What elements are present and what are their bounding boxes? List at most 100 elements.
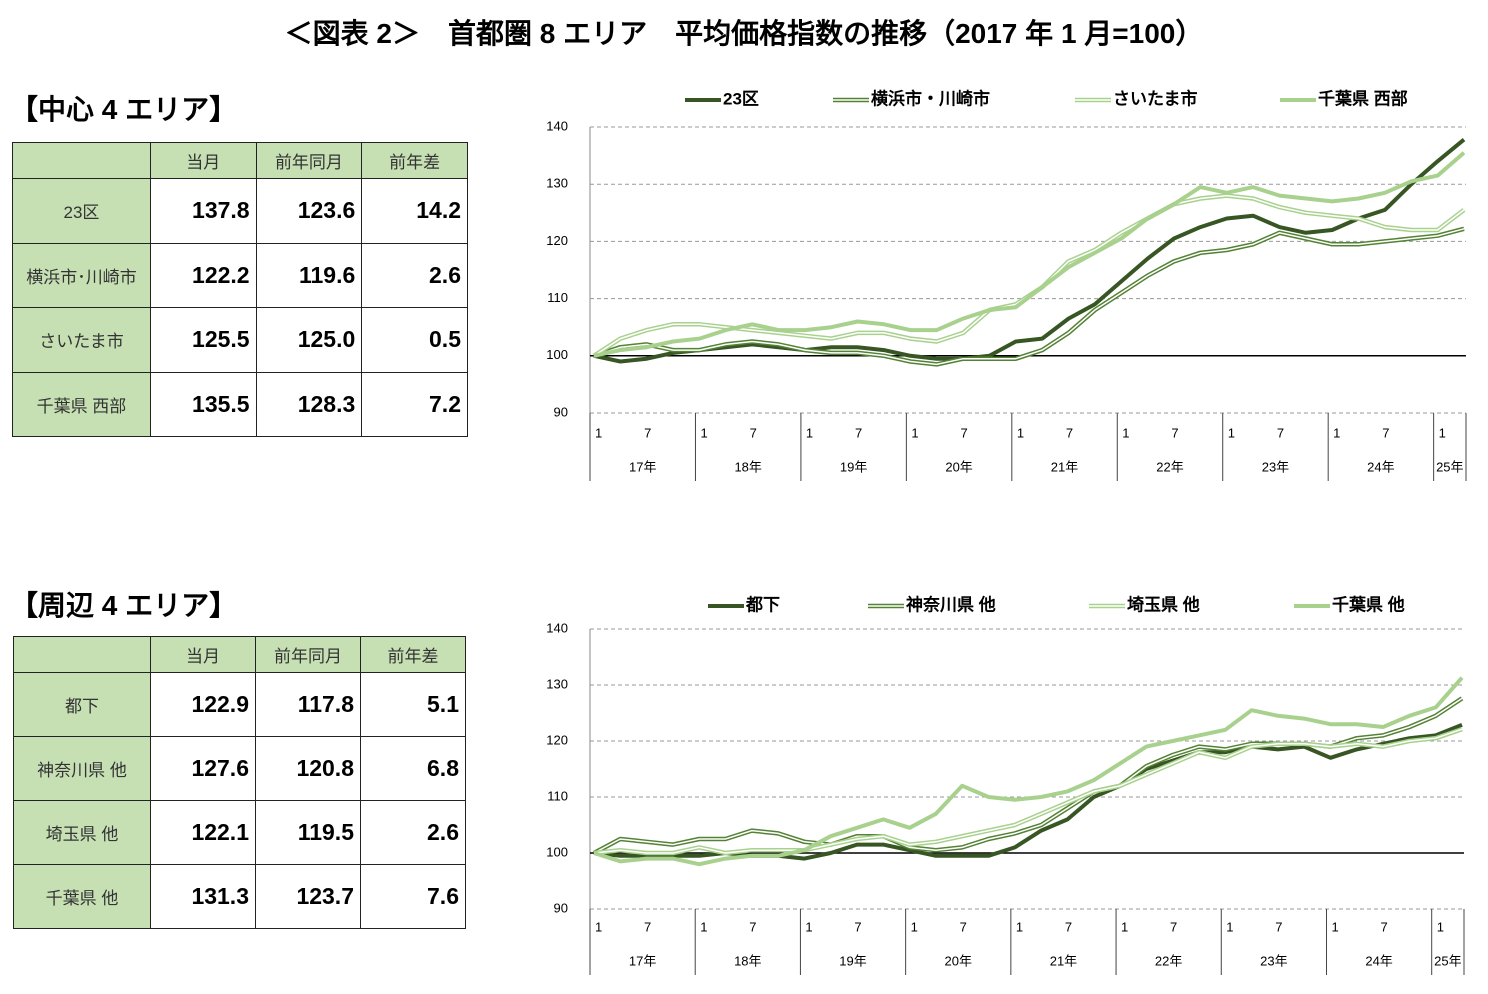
legend-label: さいたま市 [1113,88,1198,108]
table-row: 都下 122.9 117.8 5.1 [13,672,466,737]
header-cell: 前年同月 [255,142,363,179]
x-tick-label: 7 [1065,919,1072,934]
x-tick-label: 1 [911,919,918,934]
x-tick-label: 1 [1016,919,1023,934]
legend-label: 千葉県 他 [1332,594,1405,614]
group-label: 20年 [945,459,972,474]
row-label: 千葉県 西部 [12,371,151,437]
x-tick-label: 1 [1122,425,1129,440]
x-tick-label: 1 [595,919,602,934]
x-tick-label: 1 [595,425,602,440]
value-cell: 7.6 [360,864,466,929]
group-label: 23年 [1260,953,1287,968]
x-tick-label: 7 [855,425,862,440]
row-label: さいたま市 [12,307,151,373]
series-line [593,722,1463,861]
header-cell: 前年差 [360,636,466,673]
table: 当月 前年同月 前年差 都下 122.9 117.8 5.1 神奈川県 他 127.6 120.8… [13,636,466,929]
value-cell: 2.6 [360,800,466,865]
value-cell: 5.1 [360,672,466,737]
legend-label: 横浜市・川崎市 [871,88,990,108]
value-cell: 14.2 [361,178,468,244]
x-tick-label: 7 [1382,425,1389,440]
x-tick-label: 1 [1439,425,1446,440]
y-tick-label: 130 [546,676,568,691]
y-tick-label: 140 [546,620,568,635]
x-tick-label: 7 [1170,919,1177,934]
series-line-inner [593,728,1463,854]
x-tick-label: 7 [960,919,967,934]
value-cell: 6.8 [360,736,466,801]
group-label: 23年 [1262,459,1289,474]
x-tick-label: 7 [1277,425,1284,440]
row-label: 神奈川県 他 [13,736,151,801]
x-tick-label: 1 [700,425,707,440]
group-label: 17年 [629,459,656,474]
x-tick-label: 1 [1121,919,1128,934]
x-tick-label: 1 [1331,919,1338,934]
header-row: 当月 前年同月 前年差 [12,142,468,179]
x-tick-label: 7 [1275,919,1282,934]
value-cell: 120.8 [255,736,361,801]
x-tick-label: 1 [806,425,813,440]
y-tick-label: 140 [546,118,568,133]
x-tick-label: 1 [1437,919,1444,934]
table: 当月 前年同月 前年差 23区 137.8 123.6 14.2 横浜市･川崎市 122.2 11… [12,142,468,437]
x-tick-label: 1 [1226,919,1233,934]
group-label: 19年 [840,459,867,474]
value-cell: 122.9 [150,672,256,737]
row-label: 横浜市･川崎市 [12,242,151,308]
x-tick-label: 1 [700,919,707,934]
row-label: 都下 [13,672,151,737]
series-line [593,727,1463,856]
x-tick-label: 7 [644,425,651,440]
y-tick-label: 110 [547,290,568,305]
legend-label: 都下 [745,594,780,614]
group-label: 19年 [839,953,866,968]
value-cell: 117.8 [255,672,361,737]
value-cell: 7.2 [361,371,468,437]
y-tick-label: 100 [546,347,568,362]
header-cell [12,142,151,179]
x-tick-label: 1 [911,425,918,440]
x-tick-label: 7 [644,919,651,934]
x-tick-label: 7 [854,919,861,934]
group-label: 17年 [629,953,656,968]
series-line-inner [593,697,1463,854]
value-cell: 135.5 [149,371,257,437]
x-tick-label: 1 [805,919,812,934]
series-line [593,138,1466,364]
x-tick-label: 7 [1066,425,1073,440]
table-row: 神奈川県 他 127.6 120.8 6.8 [13,736,466,801]
x-tick-label: 1 [1228,425,1235,440]
table-row: 千葉県 西部 135.5 128.3 7.2 [12,371,468,437]
x-tick-label: 7 [960,425,967,440]
group-label: 22年 [1155,953,1182,968]
series-line [593,676,1464,867]
value-cell: 128.3 [255,371,363,437]
legend-label: 23区 [723,89,759,108]
y-tick-label: 120 [546,233,568,248]
x-tick-label: 7 [1171,425,1178,440]
y-tick-label: 110 [547,788,568,803]
section-heading: 【中心 4 エリア】 [10,94,238,125]
legend-label: 神奈川県 他 [906,594,996,614]
row-label: 埼玉県 他 [13,800,151,865]
group-label: 18年 [734,953,761,968]
x-tick-label: 7 [1380,919,1387,934]
group-label: 20年 [945,953,972,968]
table-row: さいたま市 125.5 125.0 0.5 [12,307,468,373]
value-cell: 125.5 [149,307,257,373]
header-row: 当月 前年同月 前年差 [13,636,466,673]
x-tick-label: 7 [749,919,756,934]
series-line-inner [593,228,1465,366]
group-label: 22年 [1156,459,1183,474]
value-cell: 131.3 [150,864,256,929]
page-title: ＜図表 2＞ 首都圏 8 エリア 平均価格指数の推移（2017 年 1 月=10… [284,18,1204,49]
group-label: 24年 [1365,953,1392,968]
header-cell: 当月 [149,142,257,179]
row-label: 千葉県 他 [13,864,151,929]
group-label: 21年 [1050,953,1077,968]
